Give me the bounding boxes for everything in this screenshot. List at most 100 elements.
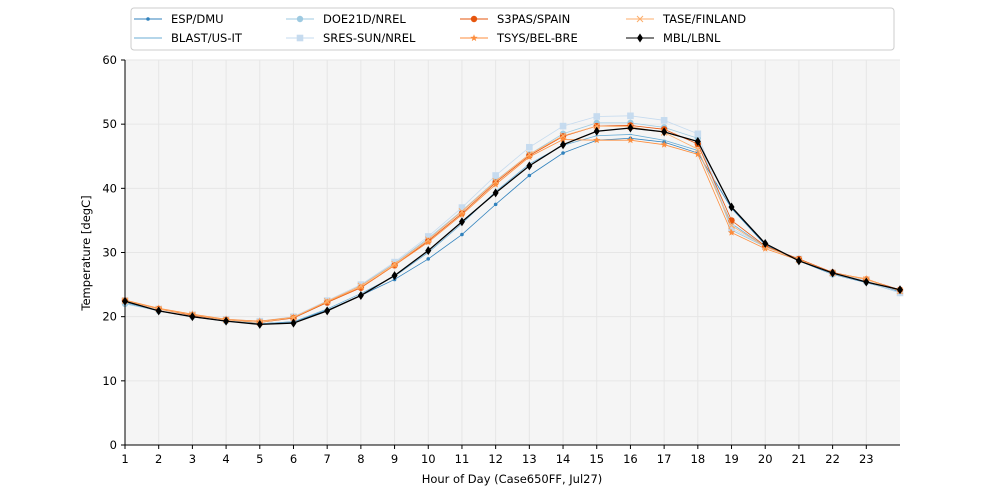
- data-point: [559, 135, 567, 143]
- data-point: [593, 136, 601, 144]
- data-point: [189, 312, 196, 322]
- data-point: [492, 188, 499, 198]
- legend-label: DOE21D/NREL: [323, 12, 406, 26]
- x-tick-label: 13: [522, 452, 537, 466]
- data-point: [391, 271, 398, 281]
- series-group: [121, 112, 904, 329]
- data-point: [593, 126, 600, 136]
- x-tick-label: 2: [155, 452, 162, 466]
- x-tick-label: 21: [792, 452, 807, 466]
- data-point: [627, 123, 634, 133]
- x-tick-label: 3: [189, 452, 196, 466]
- data-point: [458, 217, 465, 227]
- x-tick-label: 18: [691, 452, 706, 466]
- legend-marker: [146, 17, 150, 21]
- data-point: [357, 282, 365, 290]
- y-axis-label: Temperature [degC]: [79, 195, 93, 311]
- data-point: [627, 112, 634, 120]
- x-tick-label: 7: [324, 452, 331, 466]
- series-mbl-lbnl: [122, 123, 903, 329]
- x-tick-label: 6: [290, 452, 297, 466]
- data-point: [761, 244, 769, 252]
- legend-marker: [296, 34, 304, 42]
- data-point: [391, 260, 398, 268]
- data-point: [762, 239, 769, 249]
- legend-marker: [637, 33, 643, 43]
- data-point: [829, 268, 836, 278]
- y-ticks: 0 10 20 30 40 50 60: [102, 53, 125, 452]
- data-point: [561, 151, 565, 155]
- x-axis-label: Hour of Day (Case650FF, Jul27): [422, 472, 603, 486]
- legend-item: BLAST/US-IT: [134, 31, 243, 45]
- data-point: [357, 283, 365, 291]
- data-point: [660, 140, 668, 148]
- data-point: [593, 113, 601, 120]
- legend-marker: [296, 15, 304, 23]
- data-point: [527, 173, 532, 178]
- data-point: [795, 256, 802, 266]
- y-tick-label: 0: [110, 438, 117, 452]
- data-point: [728, 224, 735, 232]
- data-point: [694, 150, 702, 158]
- y-tick-label: 60: [102, 53, 117, 67]
- data-point: [492, 177, 500, 185]
- data-point: [458, 204, 466, 211]
- data-point: [357, 290, 364, 300]
- legend-label: S3PAS/SPAIN: [497, 12, 570, 26]
- x-tick-label: 16: [623, 452, 638, 466]
- legend-label: MBL/LBNL: [663, 31, 721, 45]
- data-point: [492, 180, 500, 188]
- y-tick-label: 20: [102, 310, 117, 324]
- legend-marker: [470, 34, 478, 42]
- data-point: [863, 277, 870, 287]
- data-point: [525, 150, 533, 158]
- legend-item: ESP/DMU: [134, 12, 224, 26]
- data-point: [323, 297, 331, 305]
- legend-item: TASE/FINLAND: [626, 12, 746, 26]
- x-tick-label: 23: [859, 452, 874, 466]
- legend-label: BLAST/US-IT: [171, 31, 243, 45]
- data-point: [526, 143, 533, 151]
- data-point: [559, 122, 567, 130]
- legend-label: ESP/DMU: [171, 12, 224, 26]
- data-point: [390, 261, 399, 269]
- legend-label: TSYS/BEL-BRE: [496, 31, 578, 45]
- data-point: [324, 306, 331, 316]
- data-point: [559, 132, 567, 140]
- data-point: [223, 316, 230, 326]
- data-point: [897, 285, 903, 295]
- data-point: [694, 145, 702, 153]
- data-point: [290, 318, 297, 328]
- legend-item: TSYS/BEL-BRE: [460, 31, 578, 45]
- series-line: [124, 127, 901, 326]
- data-point: [493, 202, 498, 207]
- legend-item: SRES-SUN/NREL: [286, 31, 416, 45]
- series-line: [124, 125, 901, 323]
- data-point: [426, 257, 431, 261]
- data-point: [155, 306, 162, 316]
- data-point: [458, 208, 466, 215]
- legend-item: MBL/LBNL: [626, 31, 721, 45]
- legend-label: TASE/FINLAND: [662, 12, 746, 26]
- x-tick-label: 5: [256, 452, 263, 466]
- x-tick-label: 9: [391, 452, 398, 466]
- legend-item: DOE21D/NREL: [286, 12, 406, 26]
- data-point: [728, 202, 735, 212]
- x-tick-label: 8: [357, 452, 364, 466]
- y-tick-label: 10: [102, 374, 117, 388]
- legend-frame: [130, 7, 895, 51]
- x-tick-label: 15: [589, 452, 604, 466]
- x-tick-label: 12: [488, 452, 503, 466]
- x-tick-label: 14: [556, 452, 571, 466]
- x-tick-label: 1: [121, 452, 128, 466]
- data-point: [593, 122, 601, 130]
- y-tick-label: 40: [102, 181, 117, 195]
- data-point: [425, 246, 432, 256]
- data-point: [290, 313, 297, 321]
- legend-marker: [470, 15, 478, 23]
- x-tick-label: 19: [724, 452, 739, 466]
- data-point: [458, 210, 466, 218]
- data-point: [424, 233, 432, 240]
- y-tick-label: 50: [102, 117, 117, 131]
